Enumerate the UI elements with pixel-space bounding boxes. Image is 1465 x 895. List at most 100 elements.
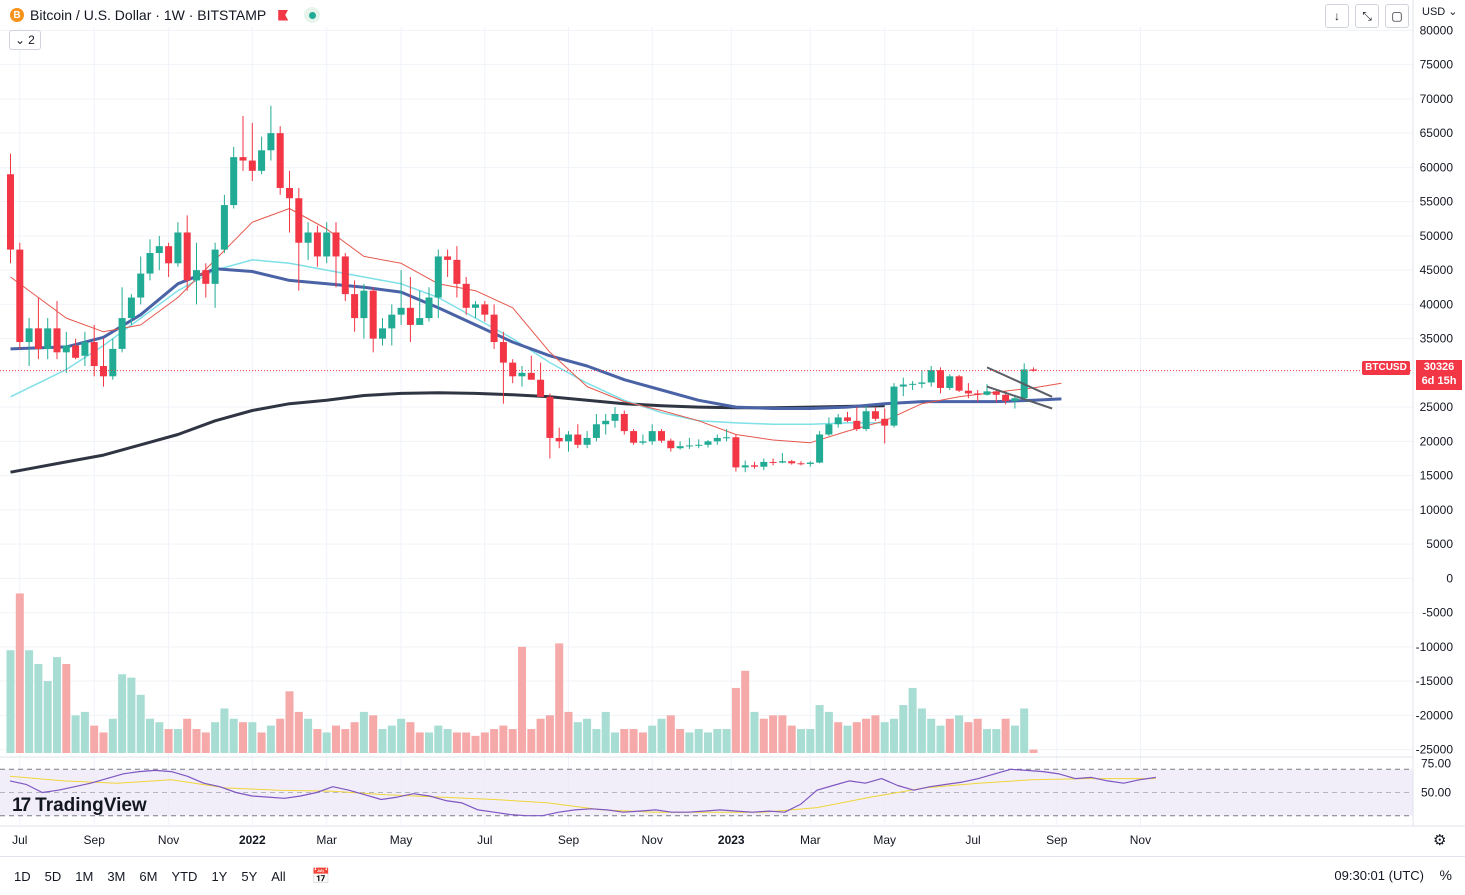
calendar-icon[interactable]: 📅 bbox=[311, 868, 331, 885]
range-all[interactable]: All bbox=[271, 868, 286, 884]
candle bbox=[937, 367, 944, 394]
candle bbox=[62, 331, 70, 373]
trendline-upper bbox=[986, 366, 1053, 398]
tradingview-logo[interactable]: 17 TradingView bbox=[12, 795, 147, 817]
range-1d[interactable]: 1D bbox=[14, 868, 31, 884]
volume-bar bbox=[945, 718, 954, 753]
volume-bar bbox=[99, 732, 108, 753]
candle-body bbox=[565, 434, 572, 442]
candle-body bbox=[295, 198, 303, 243]
candle-body bbox=[639, 441, 647, 443]
volume-bar bbox=[973, 718, 982, 753]
candle bbox=[899, 377, 907, 397]
candle-body bbox=[137, 273, 145, 298]
volume-bar bbox=[815, 705, 824, 753]
range-5y[interactable]: 5Y bbox=[241, 868, 258, 884]
volume-bar bbox=[285, 691, 294, 753]
flag-icon[interactable] bbox=[278, 9, 289, 21]
volume-bar bbox=[146, 718, 154, 753]
volume-bar bbox=[173, 729, 182, 753]
candle bbox=[667, 438, 675, 452]
volume-bar bbox=[239, 722, 247, 753]
candle-body bbox=[509, 362, 517, 377]
volume-bar bbox=[211, 722, 220, 753]
candle bbox=[444, 249, 452, 277]
arrow-down-icon[interactable]: ↓ bbox=[1325, 4, 1349, 28]
maximize-icon[interactable]: ▢ bbox=[1385, 4, 1409, 28]
price-axis-label: 80000 bbox=[1420, 23, 1454, 37]
candle bbox=[797, 461, 805, 466]
volume-bar bbox=[71, 715, 80, 753]
indicator-count: 2 bbox=[28, 33, 35, 47]
range-3m[interactable]: 3M bbox=[107, 868, 126, 884]
candle-body bbox=[258, 150, 266, 171]
range-1y[interactable]: 1Y bbox=[211, 868, 228, 884]
percent-toggle[interactable]: % bbox=[1439, 867, 1452, 883]
candle-body bbox=[286, 187, 293, 199]
volume-bar bbox=[15, 593, 24, 753]
ma-100-line bbox=[10, 259, 885, 425]
symbol-title[interactable]: Bitcoin / U.S. Dollar · 1W · BITSTAMP bbox=[30, 7, 267, 23]
range-1m[interactable]: 1M bbox=[75, 868, 94, 884]
volume-bar bbox=[806, 729, 815, 753]
currency-select[interactable]: USD ⌄ bbox=[1422, 6, 1458, 18]
candle bbox=[974, 390, 982, 402]
symbol-header[interactable]: B Bitcoin / U.S. Dollar · 1W · BITSTAMP bbox=[10, 5, 321, 25]
time-axis-label: Jul bbox=[965, 833, 980, 847]
volume-bar bbox=[248, 722, 257, 753]
volume-bar bbox=[564, 711, 573, 753]
time-axis-label: May bbox=[873, 833, 896, 847]
market-status-icon[interactable] bbox=[304, 7, 321, 23]
candle-body bbox=[72, 345, 80, 358]
ma-200-line bbox=[10, 391, 885, 474]
volume-bar bbox=[518, 646, 526, 753]
candle bbox=[1030, 367, 1037, 372]
candle bbox=[295, 187, 303, 291]
volume-bar bbox=[508, 729, 517, 753]
candle-body bbox=[53, 328, 61, 353]
candle-body bbox=[109, 348, 117, 377]
utc-clock[interactable]: 09:30:01 (UTC) bbox=[1334, 868, 1424, 883]
volume-bar bbox=[53, 657, 61, 753]
candle-body bbox=[853, 420, 861, 430]
candle-body bbox=[388, 314, 396, 329]
candle-body bbox=[518, 372, 526, 377]
price-axis-label: 5000 bbox=[1426, 537, 1453, 551]
volume-bar bbox=[257, 732, 266, 753]
candle bbox=[127, 294, 135, 325]
candle bbox=[341, 253, 349, 301]
tradingview-logo-icon: 17 bbox=[12, 795, 31, 816]
indicators-toggle[interactable]: ⌄ 2 bbox=[9, 30, 41, 50]
price-axis-label: -25000 bbox=[1416, 743, 1454, 757]
volume-bar bbox=[276, 718, 285, 753]
candle-body bbox=[834, 417, 842, 425]
candle-body bbox=[630, 431, 638, 443]
collapse-icon[interactable]: ⤡ bbox=[1355, 4, 1379, 28]
candle bbox=[509, 359, 517, 384]
candle bbox=[909, 381, 917, 390]
time-axis-label: 2022 bbox=[239, 833, 266, 847]
candle bbox=[360, 283, 368, 339]
symbol-price-tag: BTCUSD bbox=[1362, 361, 1410, 375]
volume-bar bbox=[127, 677, 136, 753]
candle bbox=[834, 413, 842, 428]
range-ytd[interactable]: YTD bbox=[171, 868, 198, 884]
candle bbox=[72, 338, 80, 360]
candle bbox=[555, 427, 563, 449]
volume-bar bbox=[713, 729, 722, 753]
candle-body bbox=[983, 391, 991, 395]
range-6m[interactable]: 6M bbox=[139, 868, 158, 884]
candle-body bbox=[323, 232, 331, 257]
candle bbox=[881, 408, 889, 444]
last-price-tag: 30326 6d 15h bbox=[1416, 360, 1462, 390]
bottom-toolbar: 1D 5D 1M 3M 6M YTD 1Y 5Y All 📅 09:30:01 … bbox=[0, 856, 1465, 895]
range-5d[interactable]: 5D bbox=[44, 868, 62, 884]
candle-body bbox=[165, 246, 173, 264]
candle-body bbox=[481, 304, 489, 315]
rsi-ma-line bbox=[9, 775, 1156, 813]
candle bbox=[741, 460, 749, 473]
bitcoin-icon: B bbox=[10, 8, 24, 22]
volume-bar bbox=[592, 729, 601, 753]
gear-icon[interactable]: ⚙ bbox=[1433, 832, 1447, 849]
